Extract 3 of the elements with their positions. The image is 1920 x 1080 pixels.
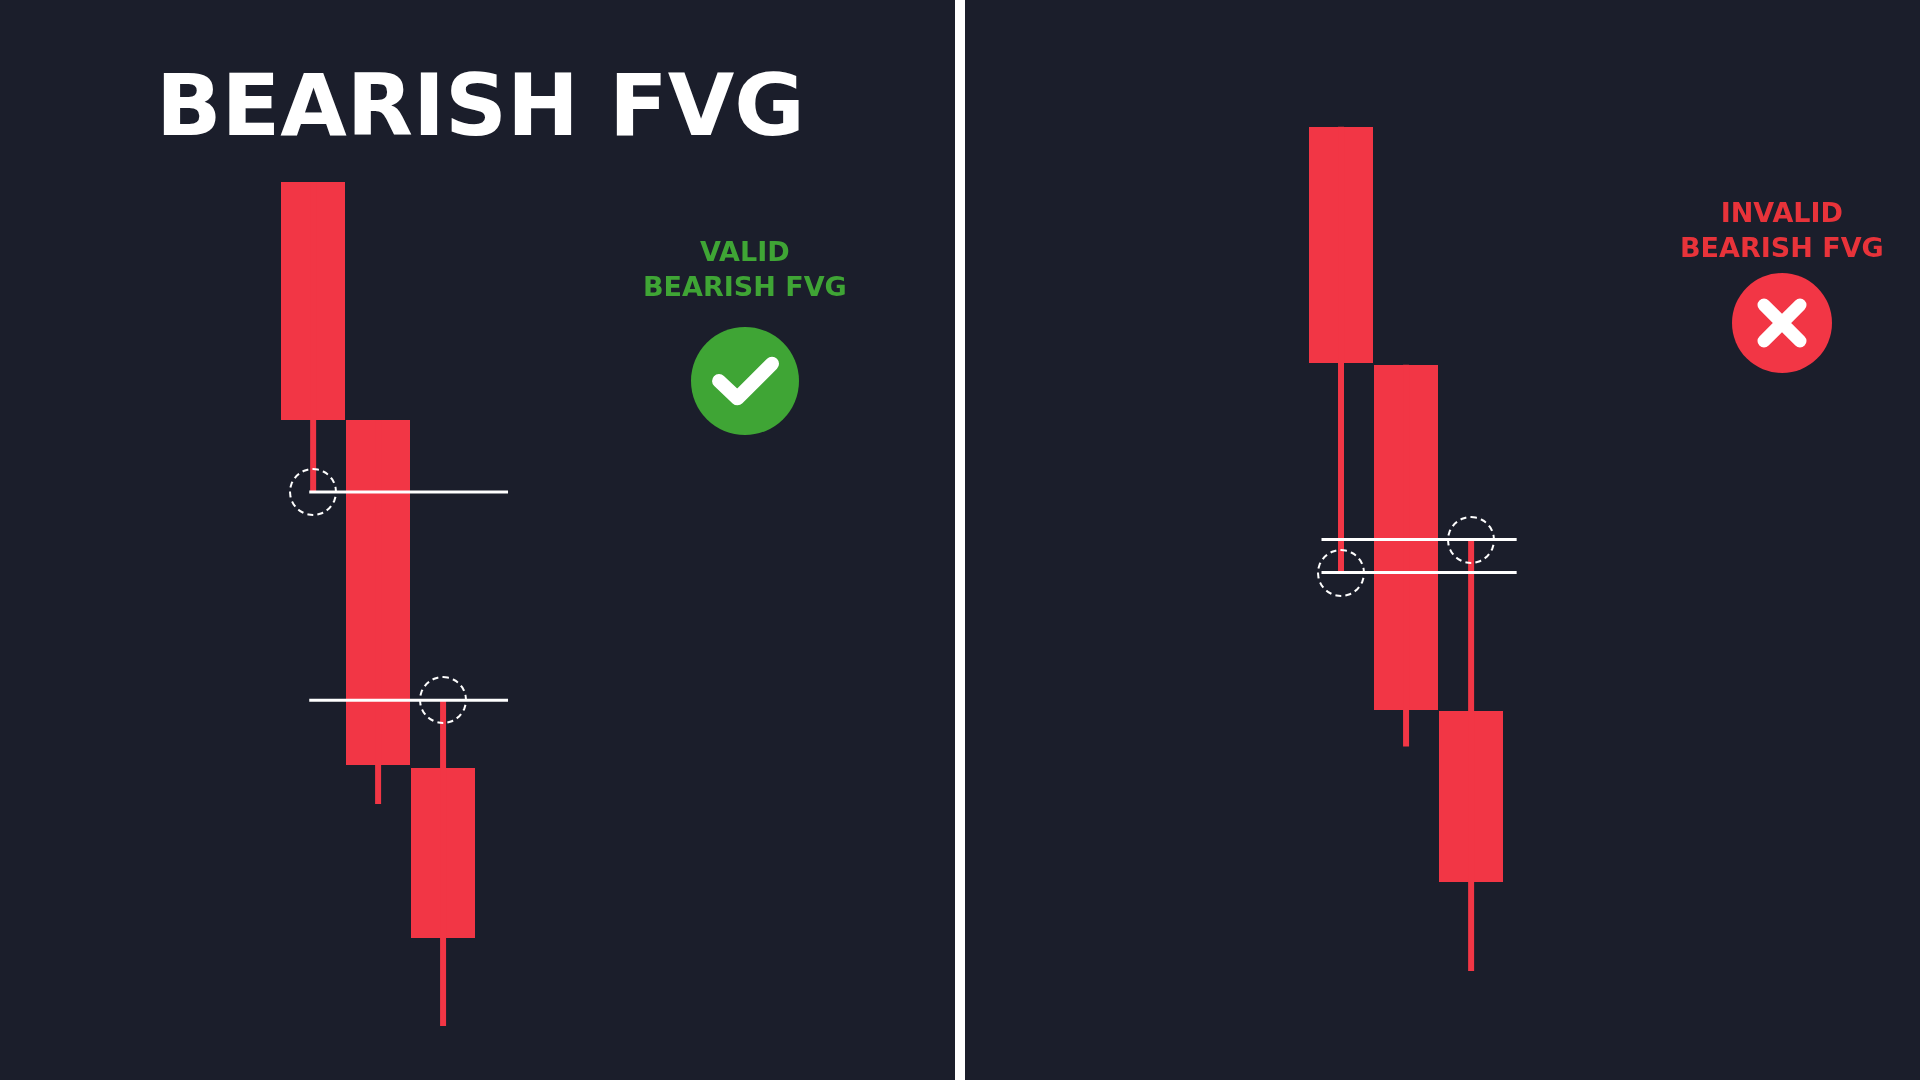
text: INVALID BEARISH FVG bbox=[1680, 197, 1884, 264]
chart-title: BEARISH FVG bbox=[156, 55, 805, 155]
text: VALID BEARISH FVG bbox=[643, 236, 847, 303]
